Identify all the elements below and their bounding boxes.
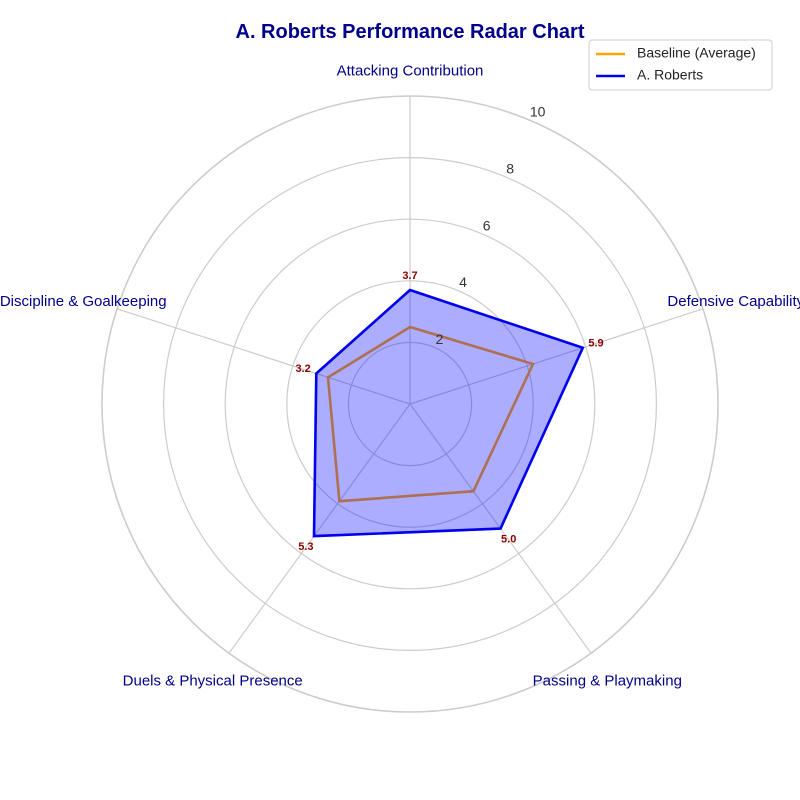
radial-tick-label: 6 [483,217,491,233]
value-label: 3.2 [295,363,310,375]
grid-spoke [228,403,411,654]
category-labels: Attacking Contribution Defensive Capabili… [0,62,800,689]
legend-label: A. Roberts [637,67,703,83]
value-label: 5.9 [588,338,603,350]
radial-tick-label: 8 [506,160,514,176]
radial-ticks: 2 4 6 8 10 [436,103,546,347]
legend-label: Baseline (Average) [637,45,756,61]
legend-box [588,39,773,91]
legend: Baseline (Average) A. Roberts [588,39,773,91]
value-labels: 3.7 5.9 5.0 5.3 3.2 [295,270,603,553]
series-player-polygon [312,288,585,538]
category-label: Duels & Physical Presence [123,673,303,690]
value-label: 3.7 [402,270,417,282]
series-baseline-polygon [326,325,535,503]
series-area [312,288,585,538]
radial-tick-label: 2 [436,331,444,347]
category-label: Discipline & Goalkeeping [0,293,167,310]
value-label: 5.0 [501,534,516,546]
radial-tick-label: 10 [530,103,546,119]
radial-tick-label: 4 [459,274,467,290]
grid-spoke [116,308,411,405]
grid [101,95,719,713]
value-label: 5.3 [298,541,313,553]
category-label: Defensive Capability [667,293,800,310]
category-label: Attacking Contribution [337,62,484,79]
grid-spoke [409,308,704,405]
chart-title: A. Roberts Performance Radar Chart [236,21,585,43]
category-label: Passing & Playmaking [533,673,682,690]
